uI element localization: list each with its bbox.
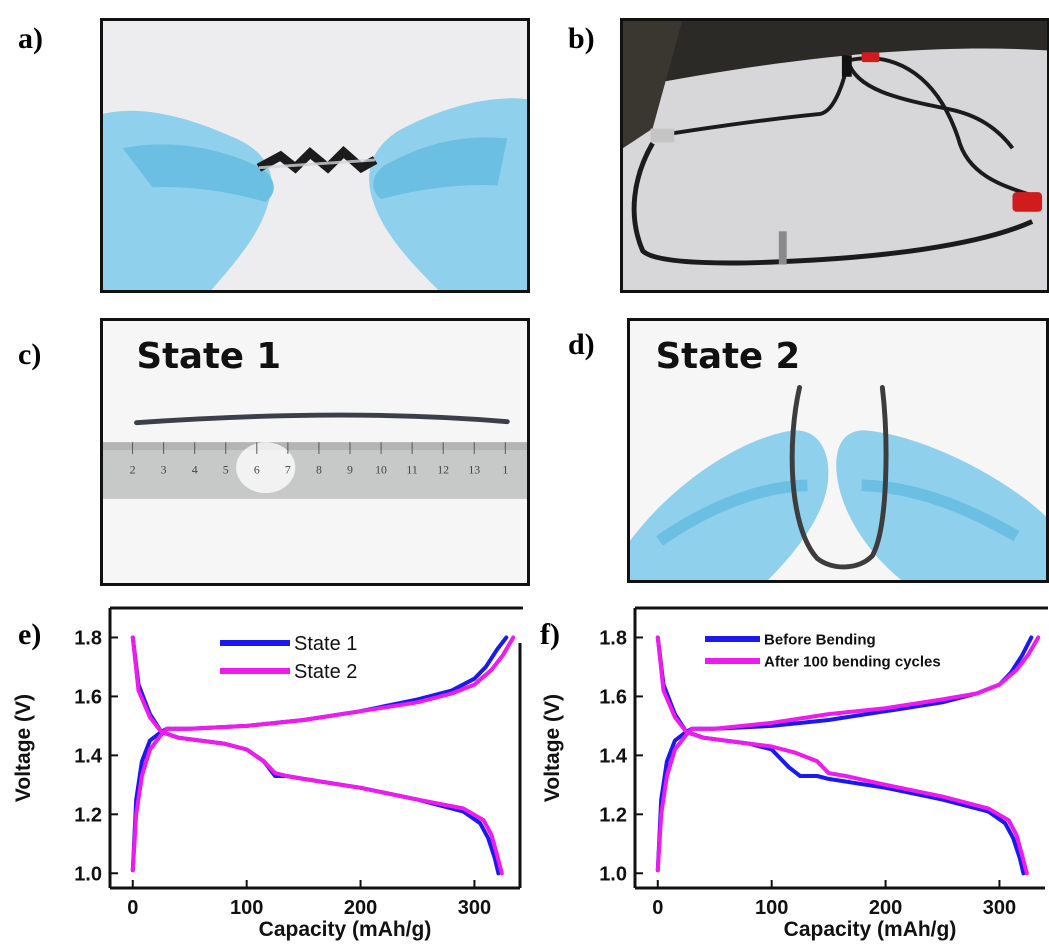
y-tick-label: 1.8 [599, 627, 627, 649]
y-tick-label: 1.0 [599, 863, 627, 885]
series-line-2-discharge [130, 635, 504, 876]
chart-f: 1.0 1.2 1.4 1.6 1.8 0 100 200 300 Capacity (mAh/g… [525, 598, 1049, 948]
photo-c-illustration: State 1 2 3 4 5 6 7 8 9 10 11 12 13 1 [103, 321, 527, 583]
ruler-tick-label: 5 [223, 464, 229, 477]
ruler-ticks: 2 3 4 5 6 7 8 9 10 11 12 13 1 [130, 442, 508, 477]
ruler-tick-label: 3 [161, 464, 167, 477]
y-tick-label: 1.2 [74, 804, 102, 826]
legend-label-2: After 100 bending cycles [764, 653, 941, 670]
ruler-tick-label: 9 [347, 464, 353, 477]
y-axis-label: Voltage (V) [12, 694, 35, 802]
panel-label-c: c) [18, 338, 42, 371]
y-tick-label: 1.4 [599, 745, 628, 767]
photo-c-state1: State 1 2 3 4 5 6 7 8 9 10 11 12 13 1 [100, 318, 530, 586]
state2-title: State 2 [656, 336, 801, 377]
panel-label-d: d) [568, 328, 595, 361]
legend-label-2: State 2 [294, 661, 357, 683]
x-tick-label: 200 [344, 897, 377, 919]
photo-d-illustration: State 2 [630, 321, 1046, 580]
y-tick-label: 1.6 [599, 686, 627, 708]
x-tick-label: 100 [230, 897, 263, 919]
ruler-tick-label: 4 [192, 464, 198, 477]
ruler-tick-label: 12 [437, 464, 449, 477]
chart-f-svg: 1.0 1.2 1.4 1.6 1.8 0 100 200 300 Capacity (mAh/g… [541, 606, 1048, 941]
x-axis-label: Capacity (mAh/g) [259, 918, 432, 941]
y-tick-label: 1.8 [74, 627, 102, 649]
panel-label-e: e) [18, 618, 42, 651]
ruler-tick-label: 7 [285, 464, 291, 477]
y-tick-label: 1.6 [74, 686, 102, 708]
x-axis-label: Capacity (mAh/g) [784, 918, 957, 941]
series-line-1-discharge [655, 635, 1026, 876]
y-tick-label: 1.4 [74, 745, 103, 767]
series-line-2-charge [130, 635, 516, 873]
x-tick-label: 300 [983, 897, 1016, 919]
series-line-2-discharge [655, 635, 1029, 876]
photo-a-twisted-fiber [100, 18, 530, 293]
y-axis-label: Voltage (V) [541, 694, 564, 802]
x-tick-label: 0 [652, 897, 663, 919]
chart-e-svg: 1.0 1.2 1.4 1.6 1.8 0 100 200 300 Capacity (mAh/g… [12, 606, 523, 941]
ruler-tick-label: 6 [254, 464, 260, 477]
series-line-2-charge [655, 635, 1041, 873]
ruler-tick-label: 2 [130, 464, 136, 477]
ruler-tick-label: 13 [468, 464, 480, 477]
y-tick-label: 1.2 [599, 804, 627, 826]
panel-label-a: a) [18, 22, 43, 55]
panel-label-f: f) [540, 618, 560, 651]
ruler-tick-label: 1 [502, 464, 508, 477]
x-tick-label: 300 [458, 897, 491, 919]
photo-d-state2: State 2 [627, 318, 1049, 583]
x-tick-label: 0 [127, 897, 138, 919]
series-line-1-charge [655, 635, 1034, 873]
ruler-tick-label: 11 [406, 464, 417, 477]
chart-e: 1.0 1.2 1.4 1.6 1.8 0 100 200 300 Capacity (mAh/g… [0, 598, 525, 948]
photo-a-illustration [103, 21, 527, 290]
ruler-tick-label: 8 [316, 464, 322, 477]
photo-b-cable [620, 18, 1049, 293]
x-tick-label: 100 [755, 897, 788, 919]
legend-label-1: Before Bending [764, 631, 876, 648]
panel-label-b: b) [568, 22, 595, 55]
ruler-tick-label: 10 [375, 464, 387, 477]
y-tick-label: 1.0 [74, 863, 102, 885]
x-tick-label: 200 [869, 897, 902, 919]
state1-title: State 1 [137, 336, 282, 377]
legend-label-1: State 1 [294, 633, 357, 655]
photo-b-illustration [623, 21, 1047, 290]
